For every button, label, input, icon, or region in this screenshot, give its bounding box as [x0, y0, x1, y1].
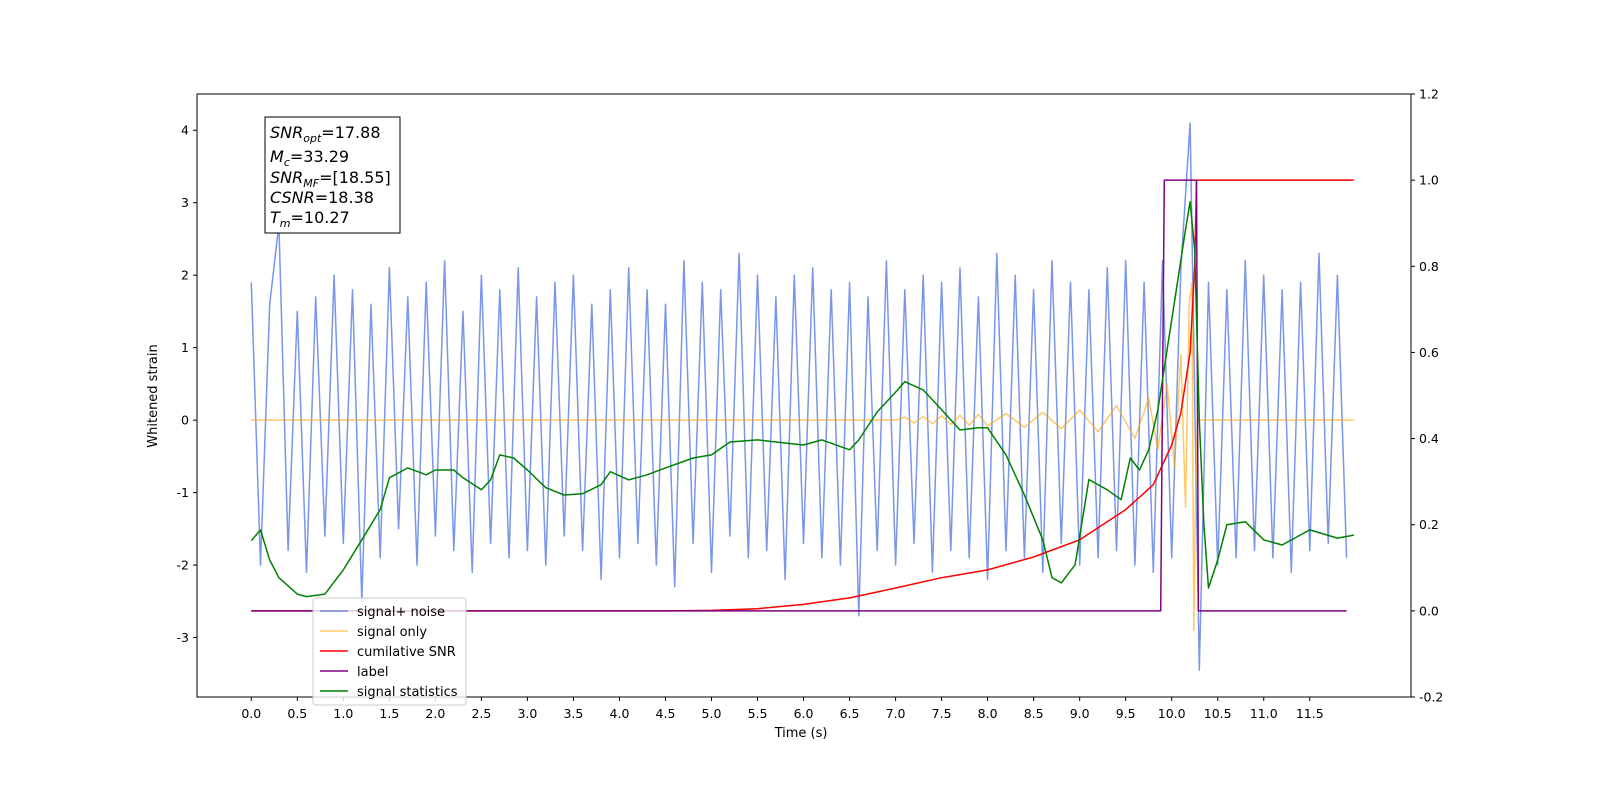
- x-tick-label: 3.5: [563, 706, 583, 721]
- series-line: [250, 200, 1355, 598]
- x-tick-label: 10.0: [1158, 706, 1186, 721]
- x-tick-label: 9.5: [1116, 706, 1136, 721]
- x-tick-label: 0.0: [241, 706, 261, 721]
- annotation-sub: MF: [303, 177, 319, 190]
- annotation-text: =17.88: [321, 123, 380, 142]
- legend-box: [312, 597, 467, 706]
- x-axis-label: Time (s): [774, 726, 828, 741]
- x-tick-label: 10.5: [1204, 706, 1232, 721]
- y-tick-label: 3: [181, 195, 189, 210]
- y2-tick-label: 0.6: [1419, 345, 1439, 360]
- y-tick-label: -1: [177, 485, 189, 500]
- x-tick-label: 9.0: [1070, 706, 1090, 721]
- annotation: SNRopt=17.88: [270, 123, 381, 145]
- annotation-text: =33.29: [290, 147, 349, 166]
- y2-tick-label: -0.2: [1419, 690, 1443, 705]
- x-tick-label: 7.5: [932, 706, 952, 721]
- series-line: [251, 179, 1354, 612]
- x-tick-label: 8.0: [978, 706, 998, 721]
- legend-label: signal+ noise: [357, 605, 445, 620]
- annotation-text: =10.27: [291, 208, 350, 227]
- y-tick-label: 0: [181, 413, 189, 428]
- annotation-text: =[18.55]: [319, 168, 391, 187]
- x-tick-label: 6.0: [794, 706, 814, 721]
- x-tick-label: 5.0: [702, 706, 722, 721]
- y-tick-label: -3: [177, 630, 189, 645]
- y2-tick-label: 0.4: [1419, 431, 1439, 446]
- y-axis-label: Whitened strain: [146, 344, 161, 447]
- annotation: SNRMF=[18.55]: [270, 168, 391, 190]
- x-tick-label: 2.5: [471, 706, 491, 721]
- y-tick-label: 2: [181, 268, 189, 283]
- annotation-sub: opt: [303, 132, 322, 145]
- annotation: Mc=33.29: [270, 147, 349, 169]
- x-tick-label: 1.0: [333, 706, 353, 721]
- annotation: CSNR=18.38: [270, 188, 374, 207]
- x-tick-label: 7.0: [886, 706, 906, 721]
- annotation-sub: c: [284, 156, 290, 169]
- annotation-base: T: [270, 208, 281, 227]
- x-tick-label: 6.5: [840, 706, 860, 721]
- series-line: [250, 122, 1348, 671]
- annotation-sub: m: [280, 217, 291, 230]
- x-tick-label: 11.5: [1296, 706, 1324, 721]
- x-tick-label: 2.0: [425, 706, 445, 721]
- annotation-box: [264, 116, 401, 234]
- x-tick-label: 11.0: [1250, 706, 1278, 721]
- x-tick-label: 1.5: [379, 706, 399, 721]
- annotation-base: SNR: [270, 168, 303, 187]
- y2-tick-label: 0.8: [1419, 259, 1439, 274]
- y2-tick-label: 1.0: [1419, 173, 1439, 188]
- x-tick-label: 4.5: [656, 706, 676, 721]
- annotation-base: M: [270, 147, 284, 166]
- y2-tick-label: 0.2: [1419, 517, 1439, 532]
- annotation: Tm=10.27: [270, 208, 350, 230]
- x-tick-label: 8.5: [1024, 706, 1044, 721]
- y-tick-label: -2: [177, 558, 189, 573]
- legend-label: label: [357, 665, 388, 680]
- legend-label: cumilative SNR: [357, 645, 456, 660]
- annotation-text: =18.38: [315, 188, 374, 207]
- legend-label: signal statistics: [357, 685, 458, 700]
- x-tick-label: 4.0: [610, 706, 630, 721]
- x-tick-label: 3.0: [517, 706, 537, 721]
- y-tick-label: 4: [181, 123, 189, 138]
- annotation-base: SNR: [270, 123, 303, 142]
- annotation-base: CSNR: [270, 188, 315, 207]
- x-tick-label: 5.5: [748, 706, 768, 721]
- series-line: [251, 281, 1354, 632]
- y-tick-label: 1: [181, 340, 189, 355]
- x-tick-label: 0.5: [287, 706, 307, 721]
- y2-tick-label: 0.0: [1419, 603, 1439, 618]
- y2-tick-label: 1.2: [1419, 87, 1439, 102]
- legend-label: signal only: [357, 625, 427, 640]
- series-line: [251, 179, 1347, 612]
